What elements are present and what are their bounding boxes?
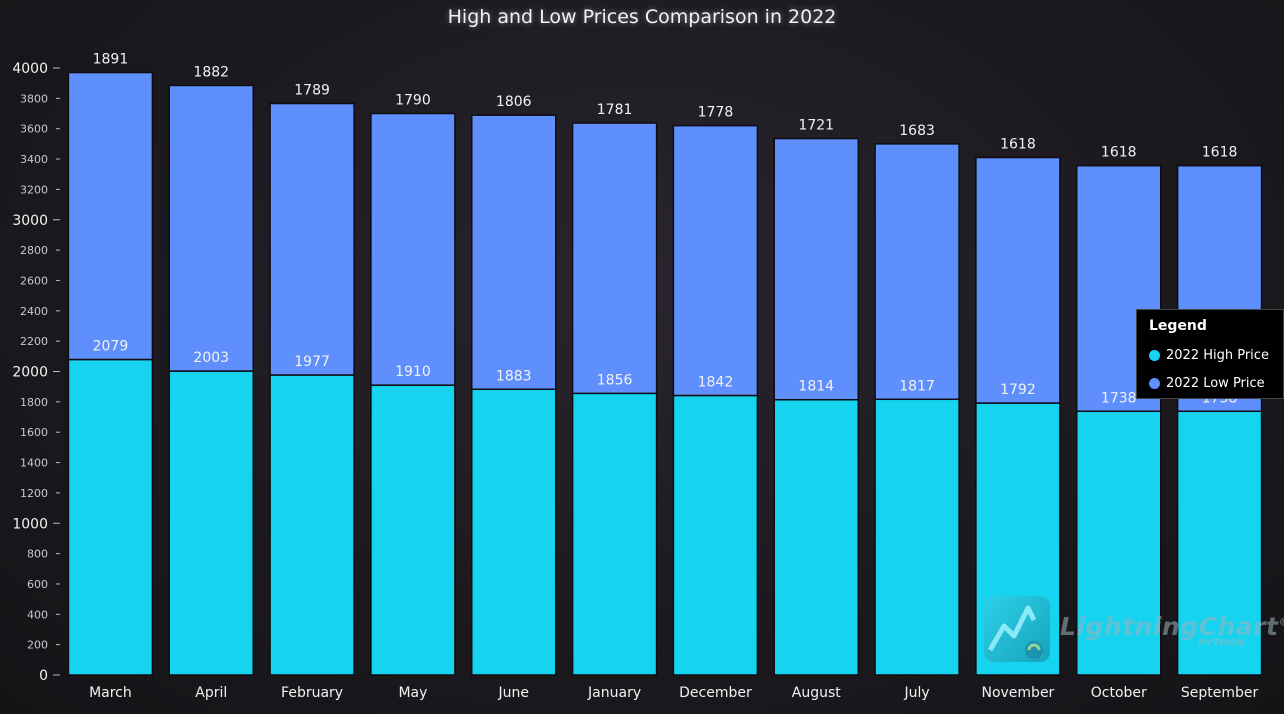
watermark-brand: LightningChart® <box>1060 612 1284 641</box>
x-tick-label-october: October <box>1091 685 1147 701</box>
legend-item-low[interactable]: 2022 Low Price <box>1149 369 1283 397</box>
bar-high-march <box>67 358 154 676</box>
y-tick-label-1200: 1200 <box>20 487 48 500</box>
y-tick-label-2000: 2000 <box>12 365 48 381</box>
bar-high-april <box>168 370 254 676</box>
data-label-high-april: 2003 <box>193 350 229 366</box>
bar-low-november <box>975 156 1061 404</box>
legend-title: Legend <box>1149 318 1207 334</box>
data-label-high-march: 2079 <box>93 339 129 355</box>
data-label-low-september: 1618 <box>1202 145 1238 161</box>
data-label-low-october: 1618 <box>1101 145 1137 161</box>
x-tick-label-february: February <box>281 685 343 701</box>
data-label-low-july: 1683 <box>899 123 935 139</box>
bar-high-august <box>773 398 859 676</box>
bar-low-january <box>571 122 658 395</box>
bar-low-march <box>67 71 154 361</box>
legend-label-low: 2022 Low Price <box>1166 375 1265 391</box>
y-tick-label-2600: 2600 <box>20 274 48 287</box>
axis-layer: March April February May June January December… <box>12 50 1270 701</box>
x-tick-label-november: November <box>981 685 1054 701</box>
y-tick-label-200: 200 <box>27 639 48 652</box>
y-tick-label-1800: 1800 <box>20 396 48 409</box>
y-tick-label-2200: 2200 <box>20 335 48 348</box>
data-label-low-march: 1891 <box>93 52 129 68</box>
data-label-low-december: 1778 <box>698 105 734 121</box>
watermark-sub: PYTHON <box>1198 638 1245 649</box>
data-label-high-may: 1910 <box>395 364 431 380</box>
data-label-low-february: 1789 <box>294 83 330 99</box>
x-tick-label-september: September <box>1181 685 1259 701</box>
bar-high-may <box>370 384 456 676</box>
y-tick-label-3000: 3000 <box>12 213 48 229</box>
data-label-low-may: 1790 <box>395 93 431 109</box>
y-tick-label-2400: 2400 <box>20 305 48 318</box>
legend-dot-high <box>1149 349 1160 361</box>
data-label-high-february: 1977 <box>294 354 330 370</box>
bar-low-april <box>168 84 254 372</box>
data-label-low-april: 1882 <box>193 64 229 80</box>
data-label-high-january: 1856 <box>597 372 633 388</box>
bar-low-august <box>773 137 859 401</box>
y-tick-label-1000: 1000 <box>12 516 48 532</box>
data-label-high-december: 1842 <box>698 374 734 390</box>
y-tick-label-400: 400 <box>27 608 48 621</box>
bar-high-july <box>874 398 960 676</box>
x-tick-label-april: April <box>195 685 227 701</box>
bar-high-february <box>269 374 355 676</box>
data-label-high-october: 1738 <box>1101 390 1137 406</box>
x-tick-label-january: January <box>587 685 641 701</box>
y-tick-label-800: 800 <box>27 548 48 561</box>
legend-label-high: 2022 High Price <box>1166 347 1269 363</box>
bars-layer <box>67 71 1263 676</box>
labels-layer: 2079 1891 2003 1882 1977 1789 1910 1790 1883 1806… <box>93 52 1238 407</box>
data-label-high-november: 1792 <box>1000 382 1036 398</box>
y-tick-label-2800: 2800 <box>20 244 48 257</box>
y-tick-label-1400: 1400 <box>20 457 48 470</box>
x-tick-label-june: June <box>498 685 530 701</box>
data-label-high-june: 1883 <box>496 368 532 384</box>
bar-high-january <box>571 392 658 676</box>
data-label-low-january: 1781 <box>597 102 633 118</box>
chart-title: High and Low Prices Comparison in 2022 <box>447 6 837 28</box>
y-tick-label-600: 600 <box>27 578 48 591</box>
x-tick-label-march: March <box>89 685 132 701</box>
bar-high-december <box>672 394 759 676</box>
y-tick-label-3600: 3600 <box>20 123 48 136</box>
y-tick-label-3800: 3800 <box>20 92 48 105</box>
data-label-high-august: 1814 <box>798 379 834 395</box>
x-tick-label-may: May <box>398 685 427 701</box>
x-tick-label-december: December <box>679 685 752 701</box>
y-tick-label-3200: 3200 <box>20 183 48 196</box>
data-label-high-july: 1817 <box>899 378 935 394</box>
legend[interactable]: Legend 2022 High Price 2022 Low Price <box>1136 309 1284 399</box>
y-tick-label-1600: 1600 <box>20 426 48 439</box>
bar-low-june <box>471 114 557 391</box>
y-tick-label-4000: 4000 <box>12 61 48 77</box>
x-tick-label-august: August <box>792 685 842 701</box>
bar-high-september <box>1176 410 1263 676</box>
watermark: LightningChart® PYTHON <box>976 594 1284 674</box>
lightningchart-logo-icon <box>984 596 1050 662</box>
y-tick-label-0: 0 <box>39 668 48 684</box>
bar-high-june <box>471 388 557 676</box>
legend-item-high[interactable]: 2022 High Price <box>1149 341 1283 369</box>
bar-low-may <box>370 112 456 386</box>
data-label-low-june: 1806 <box>496 94 532 110</box>
bar-low-december <box>672 124 759 397</box>
data-label-low-august: 1721 <box>798 118 834 134</box>
bar-low-july <box>874 143 960 401</box>
bar-high-october <box>1076 410 1162 676</box>
y-tick-label-3400: 3400 <box>20 153 48 166</box>
x-tick-label-july: July <box>903 685 929 701</box>
bar-low-february <box>269 102 355 376</box>
legend-dot-low <box>1149 377 1160 389</box>
data-label-low-november: 1618 <box>1000 137 1036 153</box>
